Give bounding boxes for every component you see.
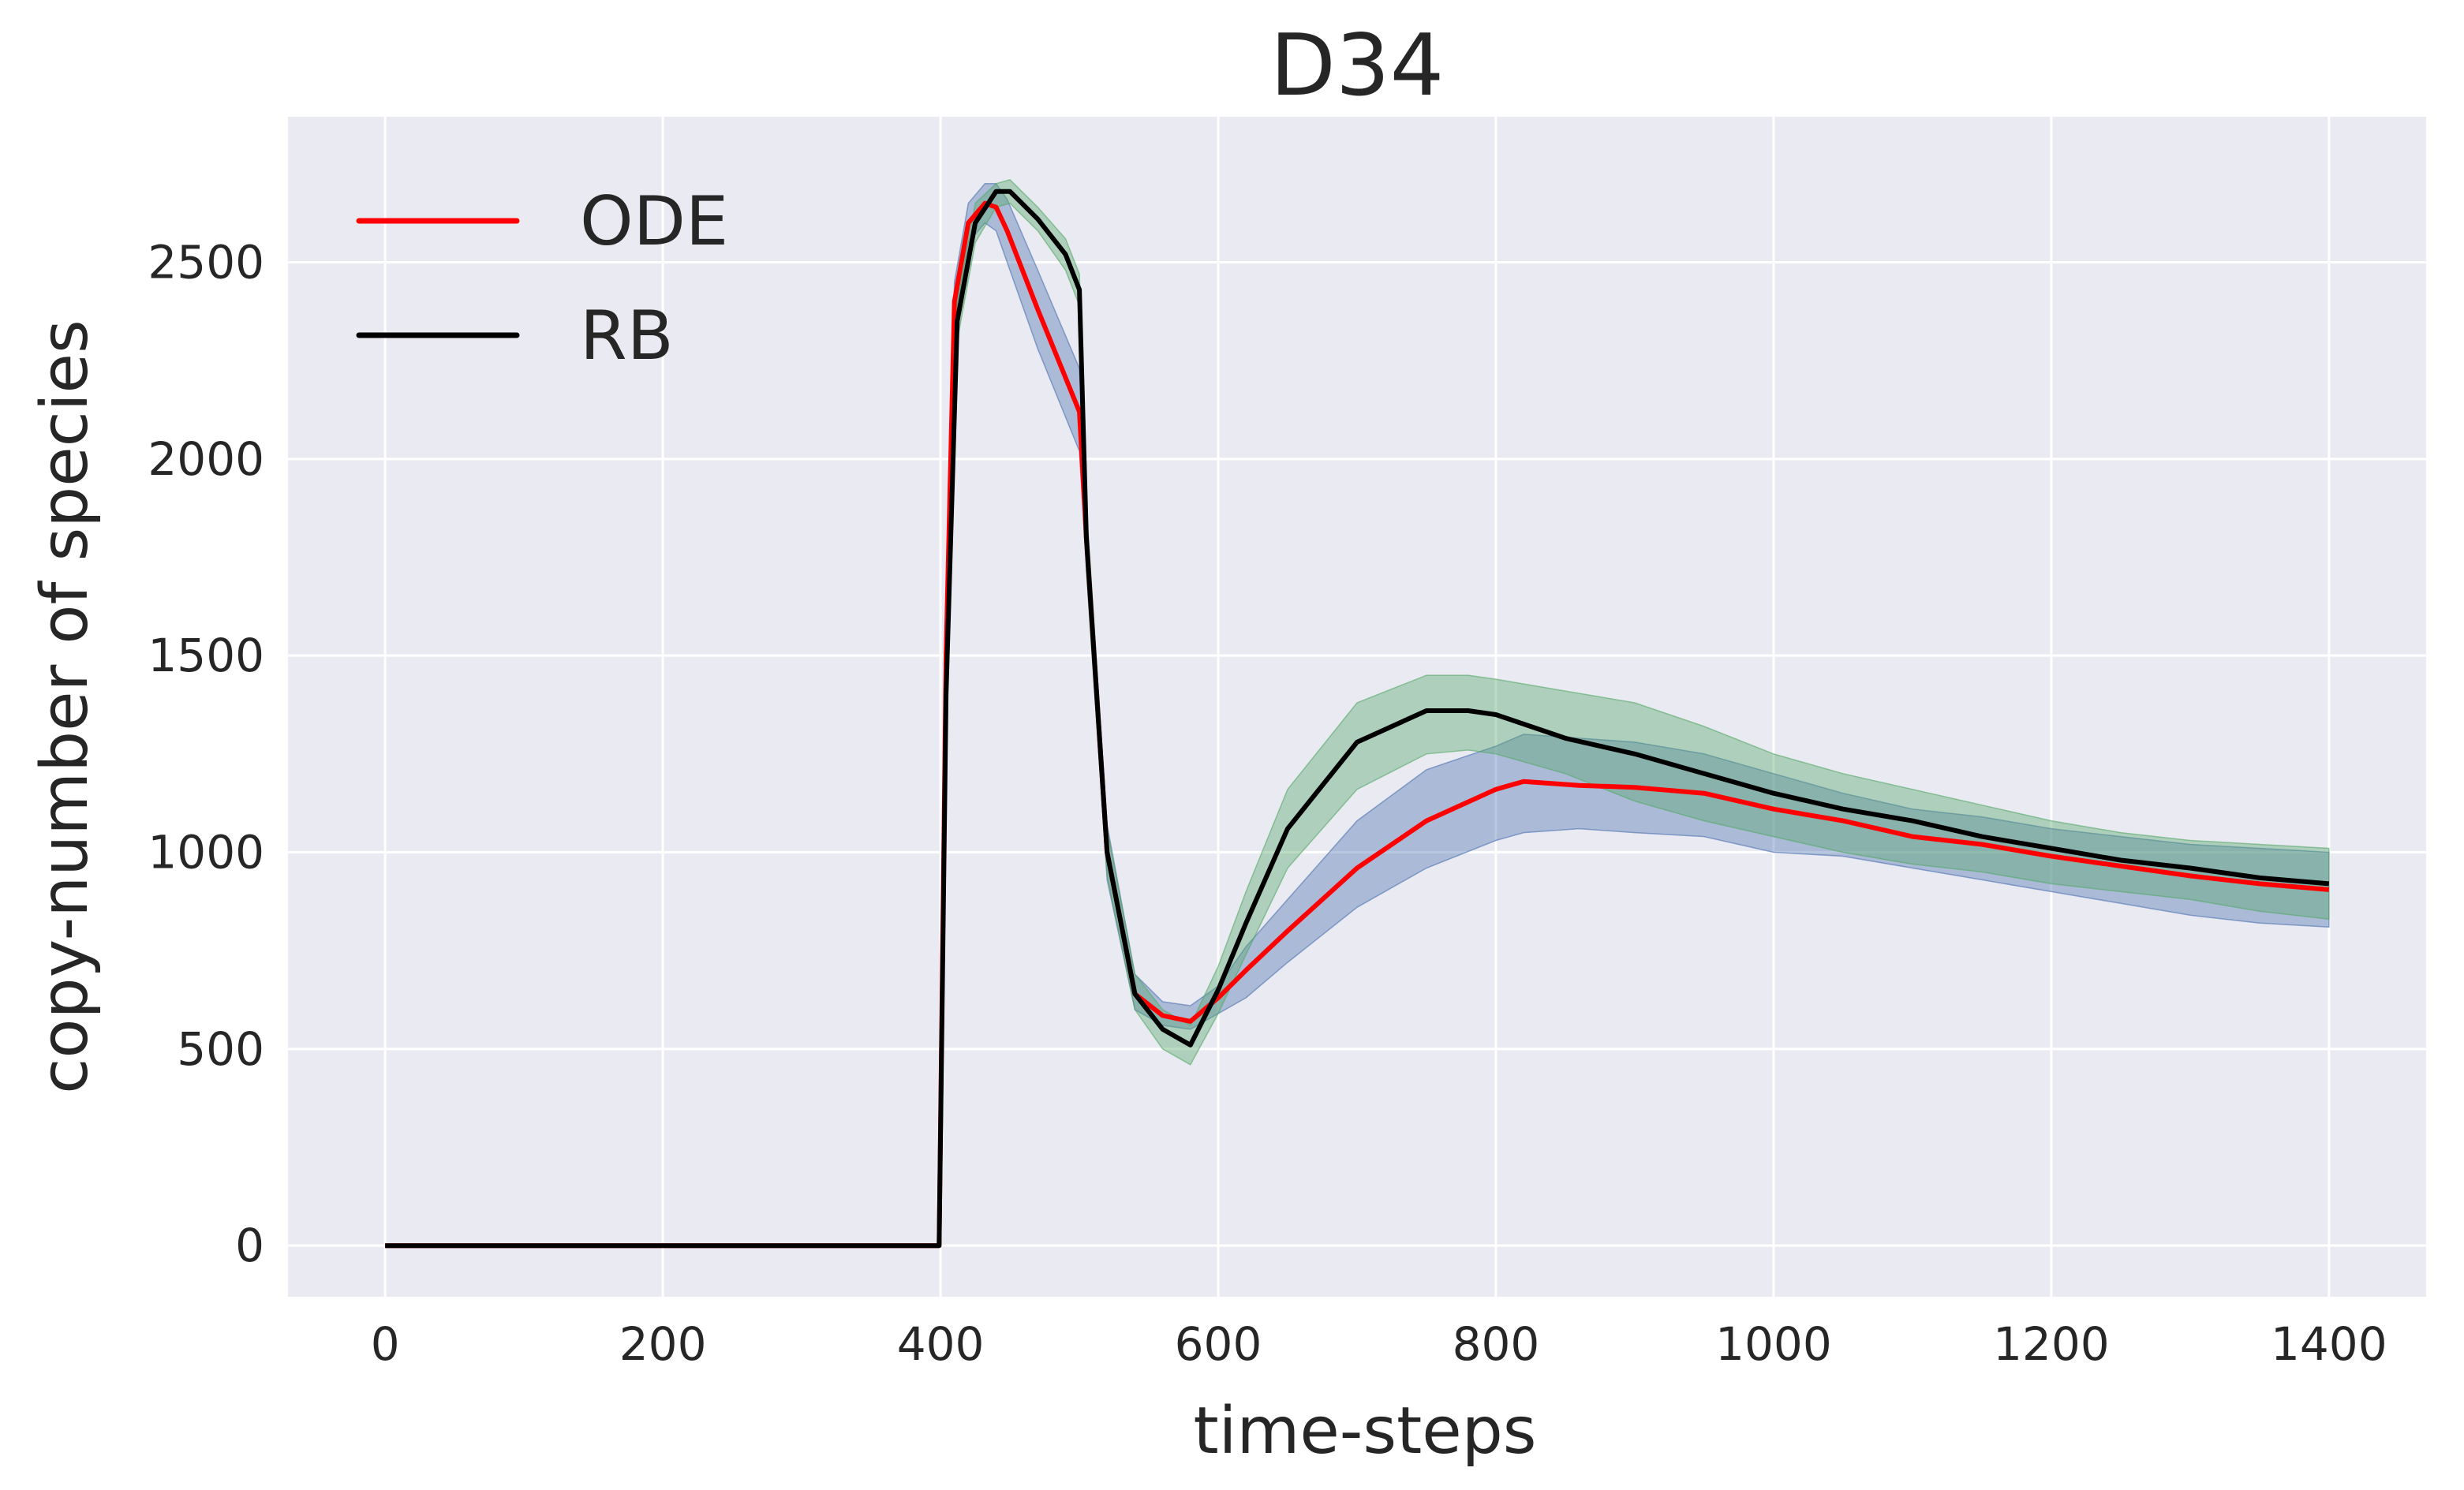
series-lines: [385, 189, 2330, 1249]
y-tick-label: 1500: [148, 629, 264, 682]
y-tick-label: 2500: [148, 236, 264, 289]
y-tick-label: 2000: [148, 432, 264, 486]
plot-background: [288, 117, 2426, 1297]
y-tick-label: 0: [235, 1219, 264, 1272]
x-tick-label: 400: [897, 1317, 985, 1371]
x-tick-label: 200: [619, 1317, 707, 1371]
x-tick-label: 1400: [2271, 1317, 2387, 1371]
y-axis-label: copy-number of species: [28, 319, 103, 1093]
x-tick-label: 1200: [1993, 1317, 2110, 1371]
rb-line: [385, 189, 2330, 1249]
chart-title: D34: [1270, 17, 1445, 115]
y-tick-label: 1000: [148, 826, 264, 879]
x-tick-label: 0: [371, 1317, 400, 1371]
x-axis-label: time-steps: [1194, 1394, 1537, 1469]
legend-label-rb: RB: [580, 297, 674, 375]
y-tick-labels: 0 500 1000 1500 2000 2500: [148, 236, 264, 1273]
x-tick-label: 800: [1453, 1317, 1540, 1371]
legend-label-ode: ODE: [580, 182, 728, 261]
x-tick-labels: 0 200 400 600 800 1000 1200 1400: [371, 1317, 2387, 1371]
x-tick-label: 1000: [1715, 1317, 1832, 1371]
ode-line: [385, 200, 2330, 1249]
y-tick-label: 500: [177, 1022, 264, 1076]
legend: ODE RB: [356, 182, 728, 375]
x-tick-label: 600: [1175, 1317, 1262, 1371]
